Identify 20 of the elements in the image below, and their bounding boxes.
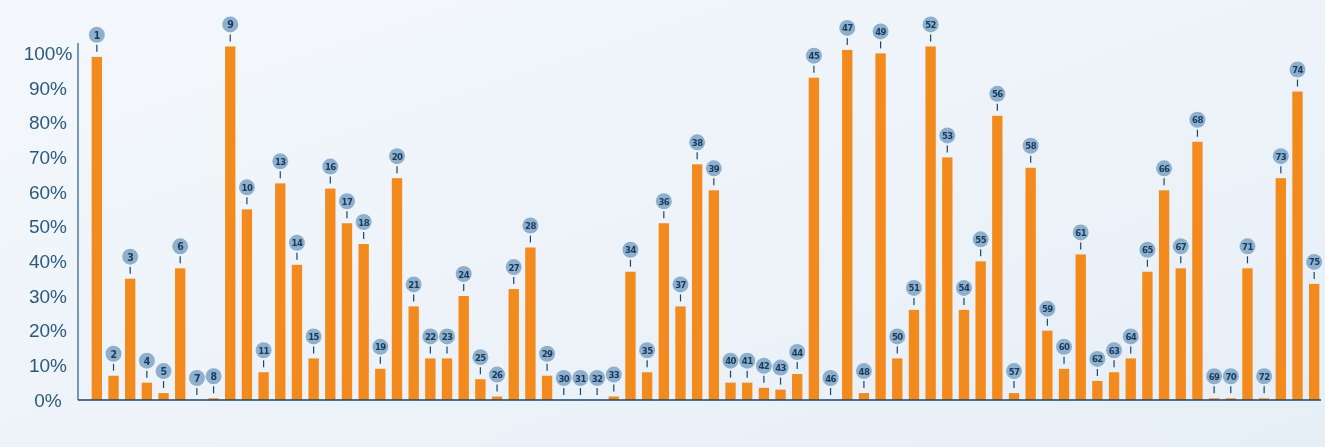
y-tick-label: 60%: [28, 181, 68, 203]
y-tick-label: 90%: [28, 77, 68, 99]
x-tick-label: 8: [210, 370, 217, 383]
y-tick-label: 40%: [28, 250, 68, 272]
y-tick-label: 10%: [28, 354, 68, 376]
x-tick-label: 1: [93, 28, 100, 41]
y-tick-label: 0%: [34, 389, 62, 411]
x-tick-label: 9: [227, 18, 234, 31]
x-tick-label: 5: [160, 365, 167, 378]
x-tick-label: 7: [193, 372, 200, 384]
y-tick-label: 80%: [28, 112, 68, 134]
x-tick-label: 3: [127, 250, 134, 263]
x-tick-label: 4: [143, 354, 151, 367]
y-tick-label: 30%: [28, 285, 68, 307]
y-tick-label: 20%: [28, 320, 68, 342]
y-tick-label: 50%: [28, 216, 68, 238]
y-tick-label: 70%: [28, 146, 68, 168]
x-tick-label: 2: [110, 347, 117, 360]
x-tick-label: 6: [177, 240, 185, 253]
y-tick-label: 100%: [23, 42, 73, 64]
